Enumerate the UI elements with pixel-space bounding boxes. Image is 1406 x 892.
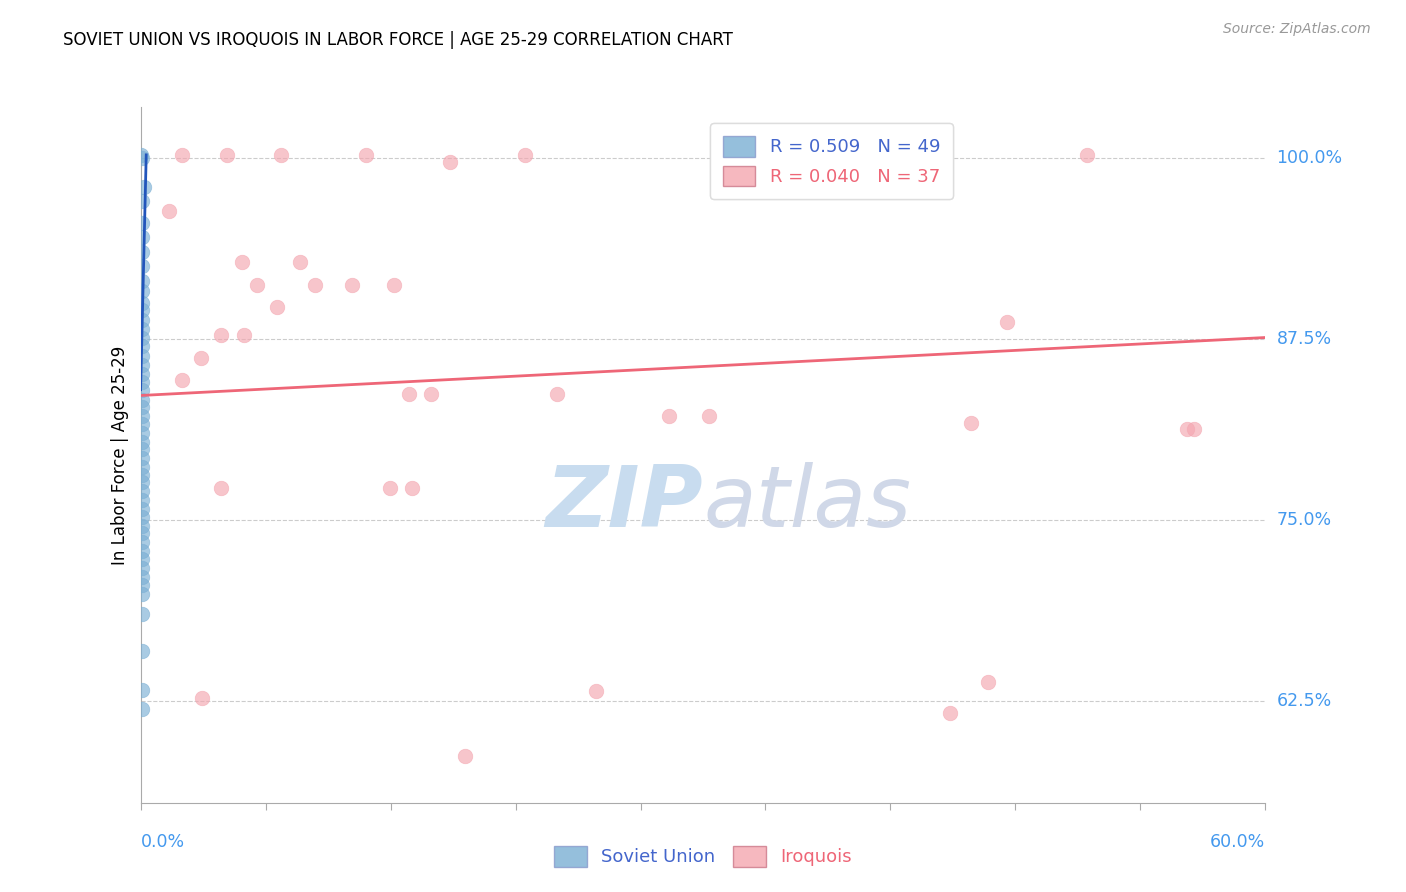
Point <box>131 367 153 381</box>
Point <box>131 216 153 230</box>
Point <box>131 587 153 601</box>
Point <box>129 148 152 162</box>
Point <box>288 255 311 269</box>
Point <box>131 468 153 483</box>
Text: 60.0%: 60.0% <box>1211 833 1265 851</box>
Point <box>658 409 681 423</box>
Point <box>170 372 193 386</box>
Point <box>131 376 153 390</box>
Point <box>131 484 153 499</box>
Point <box>231 255 253 269</box>
Point <box>209 327 232 342</box>
Point <box>131 569 153 583</box>
Point <box>131 450 153 465</box>
Point <box>131 313 153 327</box>
Point <box>131 194 153 209</box>
Point <box>131 330 153 344</box>
Point <box>1182 422 1205 436</box>
Text: atlas: atlas <box>703 462 911 545</box>
Point <box>131 302 153 317</box>
Text: Source: ZipAtlas.com: Source: ZipAtlas.com <box>1223 22 1371 37</box>
Text: 75.0%: 75.0% <box>1277 511 1331 529</box>
Point <box>939 706 962 720</box>
Point <box>546 387 568 401</box>
Point <box>266 300 288 314</box>
Point <box>131 442 153 456</box>
Point <box>131 578 153 592</box>
Point <box>131 459 153 474</box>
Point <box>585 684 607 698</box>
Point <box>134 179 156 194</box>
Point <box>131 534 153 549</box>
Point <box>131 492 153 507</box>
Point <box>131 682 153 697</box>
Point <box>157 204 180 219</box>
Point <box>398 387 420 401</box>
Point <box>977 675 1000 690</box>
Point <box>401 481 423 495</box>
Point <box>131 501 153 516</box>
Point <box>131 434 153 449</box>
Point <box>1175 422 1198 436</box>
Point <box>382 278 405 293</box>
Point <box>131 274 153 288</box>
Point <box>131 392 153 407</box>
Point <box>131 561 153 575</box>
Point <box>131 260 153 274</box>
Point <box>131 230 153 244</box>
Text: 0.0%: 0.0% <box>141 833 184 851</box>
Text: ZIP: ZIP <box>546 462 703 545</box>
Point <box>190 351 212 365</box>
Point <box>131 284 153 298</box>
Point <box>131 151 153 165</box>
Text: 87.5%: 87.5% <box>1277 330 1331 348</box>
Point <box>513 148 536 162</box>
Point <box>131 409 153 423</box>
Point <box>131 526 153 541</box>
Point <box>215 148 238 162</box>
Point <box>170 148 193 162</box>
Point <box>191 691 214 706</box>
Text: 62.5%: 62.5% <box>1277 692 1331 710</box>
Point <box>131 400 153 414</box>
Point <box>354 148 377 162</box>
Point <box>697 409 720 423</box>
Legend: Soviet Union, Iroquois: Soviet Union, Iroquois <box>547 838 859 874</box>
Point <box>209 481 232 495</box>
Point <box>131 543 153 558</box>
Point <box>131 339 153 353</box>
Point <box>304 278 326 293</box>
Point <box>420 387 443 401</box>
Point <box>995 314 1018 328</box>
Text: SOVIET UNION VS IROQUOIS IN LABOR FORCE | AGE 25-29 CORRELATION CHART: SOVIET UNION VS IROQUOIS IN LABOR FORCE … <box>63 31 733 49</box>
Point <box>131 510 153 524</box>
Text: 100.0%: 100.0% <box>1277 149 1343 167</box>
Point <box>270 148 292 162</box>
Point <box>232 327 254 342</box>
Point <box>378 481 401 495</box>
Point <box>131 383 153 397</box>
Point <box>131 519 153 533</box>
Point <box>131 643 153 657</box>
Point <box>131 295 153 310</box>
Point <box>342 278 364 293</box>
Y-axis label: In Labor Force | Age 25-29: In Labor Force | Age 25-29 <box>111 345 129 565</box>
Point <box>439 155 461 169</box>
Point <box>870 148 893 162</box>
Point <box>454 749 477 764</box>
Point <box>131 426 153 441</box>
Point <box>131 701 153 715</box>
Point <box>131 244 153 259</box>
Point <box>131 358 153 372</box>
Point <box>1076 148 1098 162</box>
Point <box>960 416 983 430</box>
Point <box>131 417 153 432</box>
Point <box>246 278 269 293</box>
Legend: R = 0.509   N = 49, R = 0.040   N = 37: R = 0.509 N = 49, R = 0.040 N = 37 <box>710 123 953 199</box>
Point <box>131 552 153 566</box>
Point <box>131 475 153 490</box>
Point <box>131 322 153 336</box>
Point <box>131 349 153 363</box>
Point <box>131 607 153 622</box>
